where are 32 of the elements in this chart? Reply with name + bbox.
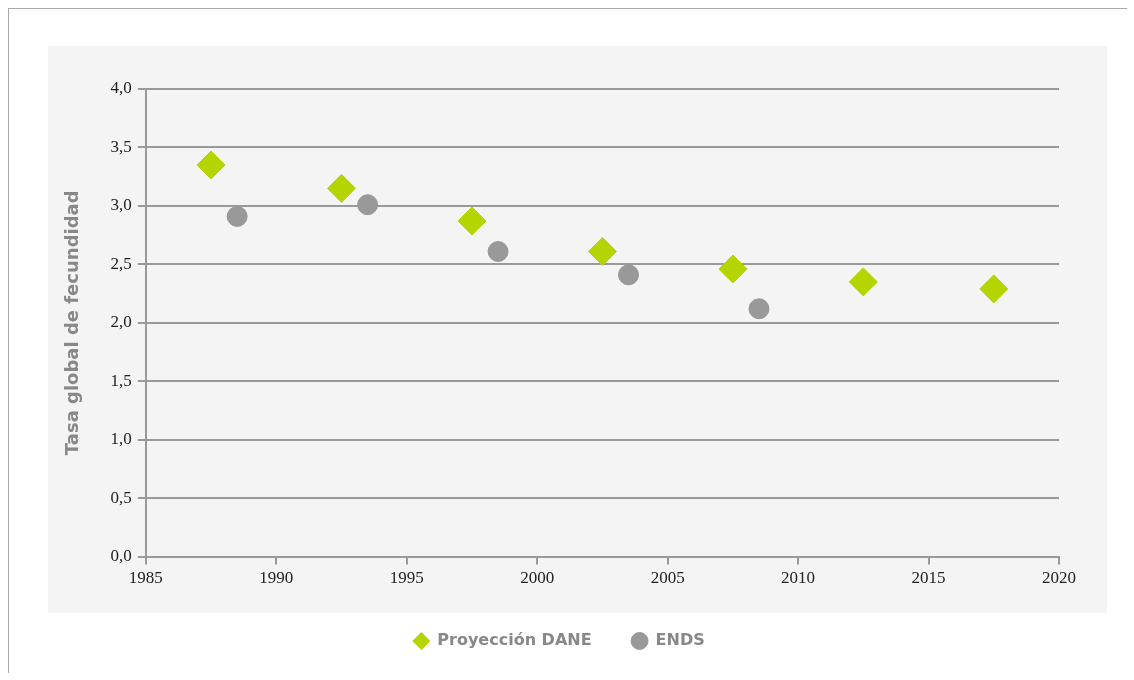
y-tick-label: 3,0: [110, 195, 132, 215]
y-tick-label: 0,5: [110, 487, 132, 507]
y-tick-label: 2,0: [110, 312, 132, 332]
point: [487, 240, 509, 262]
point: [979, 274, 1009, 304]
x-tick-label: 2005: [650, 568, 685, 588]
y-tick-label: 0,0: [110, 546, 132, 566]
x-tick-label: 2000: [520, 568, 555, 588]
y-axis-title: Tasa global de fecundidad: [61, 190, 83, 456]
y-tick-label: 1,5: [110, 370, 132, 390]
y-tick-label: 2,5: [110, 253, 132, 273]
point: [196, 150, 226, 180]
y-tick-label: 4,0: [110, 78, 132, 98]
y-tick-label: 1,0: [110, 429, 132, 449]
point: [357, 194, 379, 216]
point: [618, 264, 640, 286]
point: [748, 298, 770, 320]
point: [327, 173, 357, 203]
x-tick-label: 2010: [781, 568, 816, 588]
x-tick-label: 1985: [128, 568, 163, 588]
point: [457, 206, 487, 236]
x-tick-label: 2015: [911, 568, 946, 588]
y-tick-label: 3,5: [110, 136, 132, 156]
legend-label: ENDS: [655, 630, 705, 650]
point: [718, 254, 748, 284]
x-tick-label: 1990: [259, 568, 294, 588]
x-tick-label: 1995: [389, 568, 424, 588]
point: [587, 236, 617, 266]
x-tick-label: 2020: [1042, 568, 1076, 588]
legend-label: Proyección DANE: [437, 630, 592, 650]
point: [226, 205, 248, 227]
point: [848, 267, 878, 297]
